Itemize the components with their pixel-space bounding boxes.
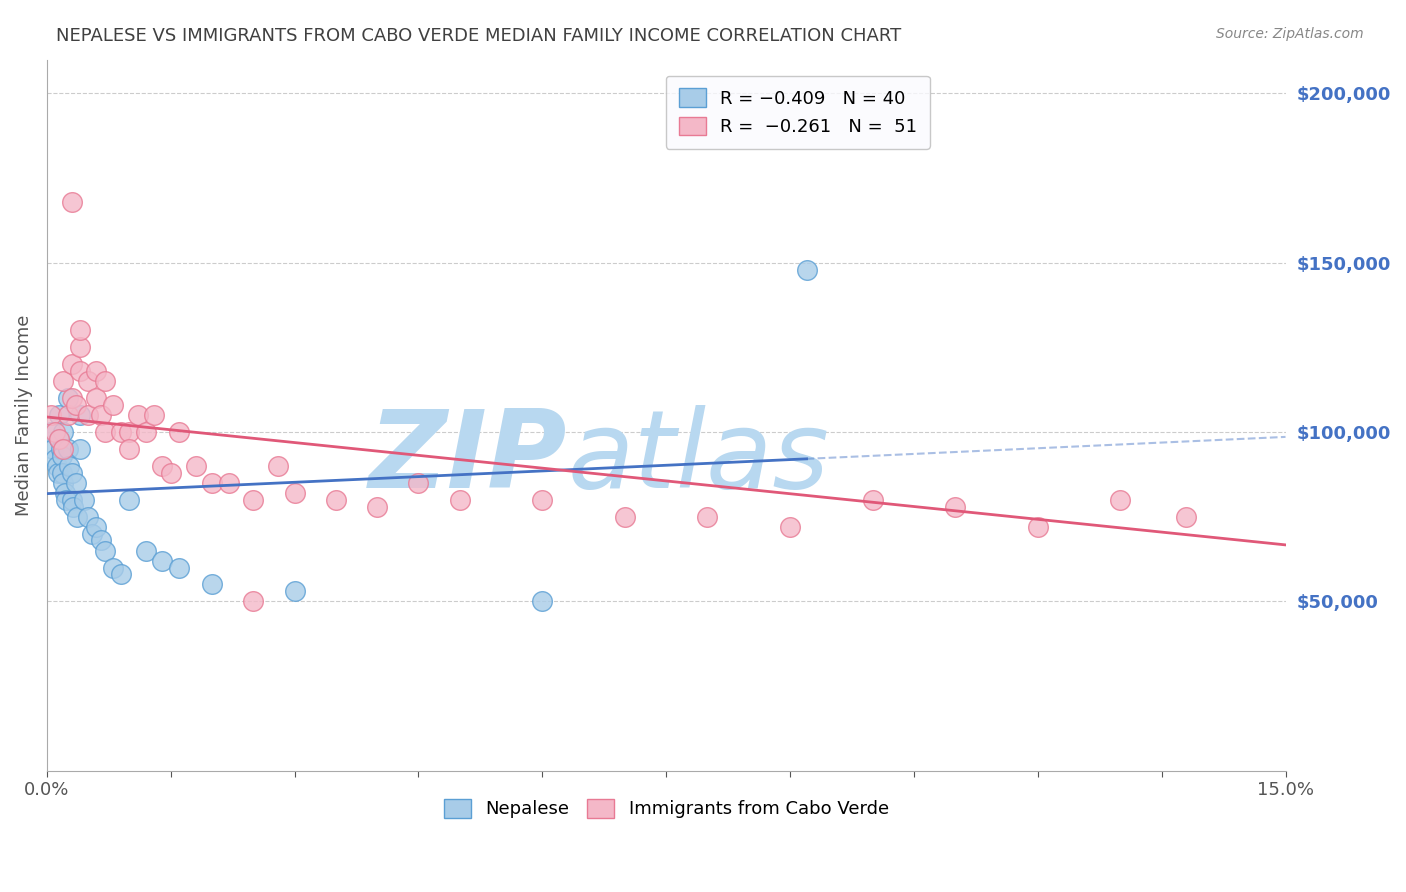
Point: [69, 442, 91, 456]
Point: [58, 458, 80, 473]
Point: [77, 509, 100, 524]
Point: [143, 408, 166, 422]
Point: [325, 492, 347, 507]
Text: NEPALESE VS IMMIGRANTS FROM CABO VERDE MEDIAN FAMILY INCOME CORRELATION CHART: NEPALESE VS IMMIGRANTS FROM CABO VERDE M…: [56, 27, 901, 45]
Point: [66, 509, 89, 524]
Point: [44, 425, 66, 439]
Point: [152, 458, 174, 473]
Text: atlas: atlas: [567, 405, 830, 510]
Point: [201, 475, 224, 490]
Text: Source: ZipAtlas.com: Source: ZipAtlas.com: [1216, 27, 1364, 41]
Point: [110, 567, 132, 582]
Point: [44, 452, 66, 467]
Point: [218, 475, 240, 490]
Point: [60, 391, 83, 405]
Point: [69, 340, 91, 354]
Point: [49, 442, 72, 456]
Point: [1175, 509, 1198, 524]
Point: [65, 475, 87, 490]
Point: [86, 364, 108, 378]
Point: [531, 594, 554, 608]
Point: [779, 520, 801, 534]
Point: [56, 391, 79, 405]
Point: [52, 475, 75, 490]
Point: [1026, 520, 1049, 534]
Point: [69, 408, 91, 422]
Point: [51, 466, 73, 480]
Point: [51, 449, 73, 463]
Point: [184, 458, 207, 473]
Point: [93, 543, 115, 558]
Point: [201, 577, 224, 591]
Point: [77, 374, 100, 388]
Point: [242, 594, 264, 608]
Point: [52, 374, 75, 388]
Point: [55, 492, 77, 507]
Point: [60, 194, 83, 209]
Point: [167, 560, 190, 574]
Point: [862, 492, 884, 507]
Point: [118, 425, 141, 439]
Legend: Nepalese, Immigrants from Cabo Verde: Nepalese, Immigrants from Cabo Verde: [436, 792, 896, 826]
Point: [267, 458, 290, 473]
Point: [82, 526, 104, 541]
Point: [52, 442, 75, 456]
Point: [48, 432, 70, 446]
Point: [613, 509, 636, 524]
Point: [52, 425, 75, 439]
Point: [45, 458, 67, 473]
Point: [943, 500, 966, 514]
Y-axis label: Median Family Income: Median Family Income: [15, 315, 32, 516]
Point: [118, 442, 141, 456]
Point: [284, 486, 307, 500]
Point: [77, 408, 100, 422]
Point: [48, 408, 70, 422]
Point: [60, 492, 83, 507]
Point: [39, 425, 62, 439]
Point: [93, 374, 115, 388]
Point: [69, 324, 91, 338]
Point: [242, 492, 264, 507]
Text: ZIP: ZIP: [368, 405, 567, 511]
Point: [127, 408, 149, 422]
Point: [90, 533, 112, 548]
Point: [135, 425, 157, 439]
Point: [408, 475, 430, 490]
Point: [73, 492, 96, 507]
Point: [60, 466, 83, 480]
Point: [42, 442, 65, 456]
Point: [159, 466, 181, 480]
Point: [56, 442, 79, 456]
Point: [118, 492, 141, 507]
Point: [110, 425, 132, 439]
Point: [101, 560, 124, 574]
Point: [69, 364, 91, 378]
Point: [696, 509, 718, 524]
Point: [90, 408, 112, 422]
Point: [65, 398, 87, 412]
Point: [48, 432, 70, 446]
Point: [86, 391, 108, 405]
Point: [93, 425, 115, 439]
Point: [366, 500, 388, 514]
Point: [86, 520, 108, 534]
Point: [53, 486, 76, 500]
Point: [152, 554, 174, 568]
Point: [135, 543, 157, 558]
Point: [284, 584, 307, 599]
Point: [1109, 492, 1132, 507]
Point: [167, 425, 190, 439]
Point: [101, 398, 124, 412]
Point: [62, 500, 84, 514]
Point: [449, 492, 471, 507]
Point: [39, 408, 62, 422]
Point: [531, 492, 554, 507]
Point: [46, 466, 69, 480]
Point: [60, 357, 83, 371]
Point: [796, 262, 818, 277]
Point: [56, 408, 79, 422]
